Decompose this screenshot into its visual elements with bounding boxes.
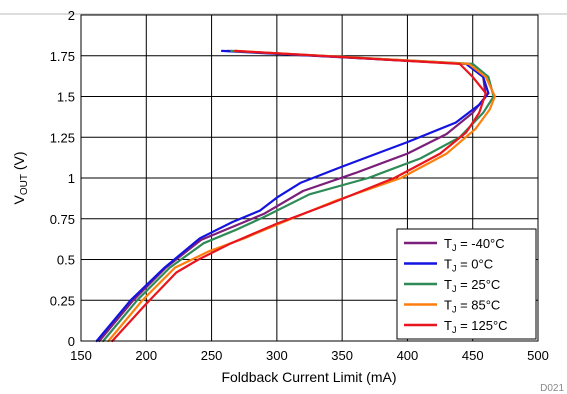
y-tick-label: 1.25 (50, 130, 75, 145)
figure-id: D021 (540, 383, 564, 394)
series-line (111, 49, 487, 343)
y-tick-label: 1 (68, 171, 75, 186)
y-tick-label: 1.75 (50, 49, 75, 64)
y-tick-label: 0.75 (50, 212, 75, 227)
series-line (98, 49, 487, 343)
y-axis-label-sub: OUT (19, 174, 30, 195)
y-axis-label: VOUT (V) (11, 151, 30, 204)
legend-label: TJ = 125°C (444, 318, 508, 335)
x-tick-label: 150 (70, 348, 92, 363)
series-line (107, 49, 496, 343)
series-line (102, 49, 495, 343)
plot-frame (80, 14, 539, 342)
x-tick-label: 450 (462, 348, 484, 363)
x-tick-label: 400 (397, 348, 419, 363)
legend-label: TJ = 85°C (444, 298, 500, 315)
y-tick-label: 2 (68, 8, 75, 23)
x-tick-label: 250 (201, 348, 223, 363)
y-tick-label: 0.25 (50, 293, 75, 308)
legend-label: TJ = 25°C (444, 277, 500, 294)
y-axis-label-main: V (11, 195, 27, 205)
x-tick-label: 350 (331, 348, 353, 363)
x-tick-label: 200 (135, 348, 157, 363)
series-line (95, 49, 490, 343)
x-axis-label: Foldback Current Limit (mA) (221, 369, 396, 385)
y-tick-label: 0 (68, 334, 75, 349)
series-lines (95, 49, 496, 343)
y-axis-label-unit: (V) (11, 151, 27, 174)
legend-label: TJ = 0°C (444, 257, 493, 274)
x-tick-label: 300 (266, 348, 288, 363)
y-tick-label: 1.5 (57, 90, 75, 105)
tick-labels: 150 200 250 300 350 400 450 500 0 0.25 0.5 0.75 1 1.2… (50, 8, 549, 363)
x-tick-label: 500 (527, 348, 549, 363)
legend: TJ = -40°C TJ = 0°C TJ = 25°C TJ = 85°C TJ =… (396, 228, 537, 340)
legend-label: TJ = -40°C (444, 236, 505, 253)
y-tick-label: 0.5 (57, 253, 75, 268)
